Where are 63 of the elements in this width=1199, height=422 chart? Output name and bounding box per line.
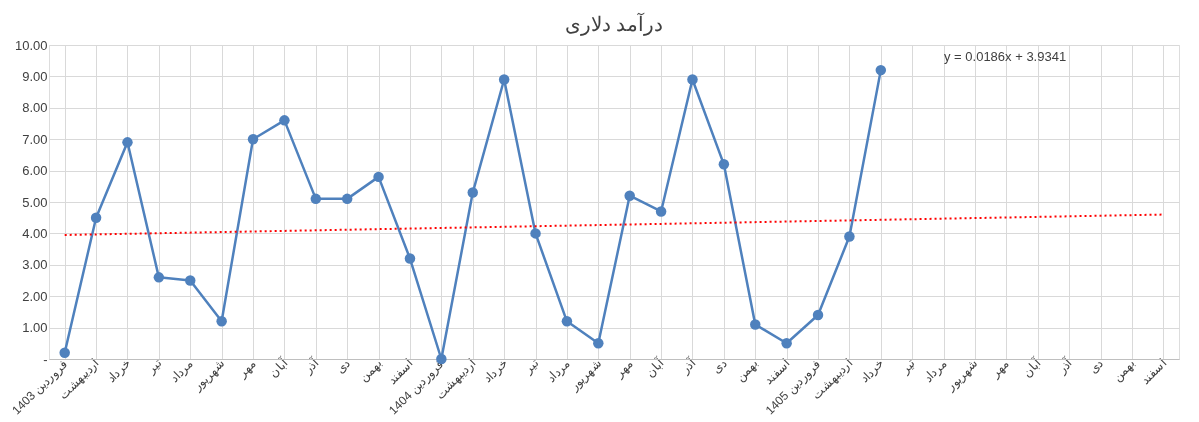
- x-tick-label: خرداد: [857, 356, 887, 386]
- x-tick-label: بهمن: [1109, 356, 1138, 385]
- point: [844, 231, 855, 242]
- point: [561, 316, 573, 327]
- x-tick-label: خرداد: [480, 356, 510, 386]
- y-tick-label: 8.00: [22, 100, 48, 116]
- y-tick-label: 1.00: [22, 320, 48, 336]
- annotation: y = 0.0186x + 3.9341: [944, 49, 1067, 64]
- point: [153, 272, 165, 283]
- y-tick-label: 5.00: [22, 194, 48, 210]
- y-tick-label: -: [43, 351, 48, 367]
- x-tick-label: مرداد: [920, 356, 950, 385]
- x-tick-label: دی: [332, 356, 353, 377]
- point: [90, 212, 102, 223]
- point: [467, 187, 478, 198]
- x-tick-label: دی: [709, 356, 730, 377]
- y-tick-label: 4.00: [22, 225, 48, 241]
- y-tick-label: 7.00: [22, 131, 48, 147]
- point: [310, 193, 322, 205]
- x-tick-label: تیر: [897, 356, 918, 378]
- y-tick-label: 9.00: [22, 68, 48, 84]
- point: [593, 338, 604, 349]
- point: [185, 275, 196, 286]
- x-tick-label: تیر: [520, 356, 541, 378]
- x-tick-label: تیر: [143, 356, 165, 378]
- y-tick-label: 3.00: [22, 257, 48, 273]
- point: [498, 74, 510, 85]
- x-tick-label: خرداد: [103, 356, 133, 386]
- point: [122, 137, 133, 148]
- x-tick-label: مرداد: [167, 356, 196, 385]
- point: [624, 190, 635, 201]
- point: [404, 253, 416, 264]
- x-tick-label: آبان: [1019, 355, 1044, 380]
- x-tick-label: آبان: [642, 355, 668, 380]
- y-tick-label: 10.00: [14, 37, 48, 53]
- point: [247, 133, 259, 145]
- x-tick-label: اسفند: [385, 356, 416, 387]
- x-tick-label: اسفند: [761, 356, 793, 387]
- point: [655, 206, 667, 217]
- y-tick-label: 2.00: [22, 288, 48, 304]
- x-tick-label: مهر: [611, 356, 636, 381]
- x-tick-label: اسفند: [1138, 356, 1169, 387]
- x-tick-label: آبان: [265, 355, 291, 380]
- point: [530, 228, 541, 239]
- point: [687, 74, 698, 85]
- x-tick-label: بهمن: [356, 356, 385, 385]
- x-tick-label: بهمن: [733, 356, 761, 385]
- point: [750, 319, 761, 330]
- y-tick-label: 6.00: [22, 163, 48, 179]
- point: [373, 171, 384, 183]
- point: [279, 115, 290, 126]
- x-tick-label: مهر: [987, 356, 1012, 381]
- x-tick-label: دی: [1086, 356, 1106, 377]
- point: [875, 64, 887, 76]
- point: [216, 316, 227, 327]
- x-tick-label: مهر: [234, 356, 259, 381]
- point: [341, 193, 353, 205]
- point: [718, 159, 730, 170]
- chart-title: درآمد دلاری: [564, 12, 664, 36]
- point: [812, 309, 824, 321]
- x-tick-label: مرداد: [544, 356, 573, 385]
- point: [781, 338, 792, 349]
- point: [59, 347, 70, 358]
